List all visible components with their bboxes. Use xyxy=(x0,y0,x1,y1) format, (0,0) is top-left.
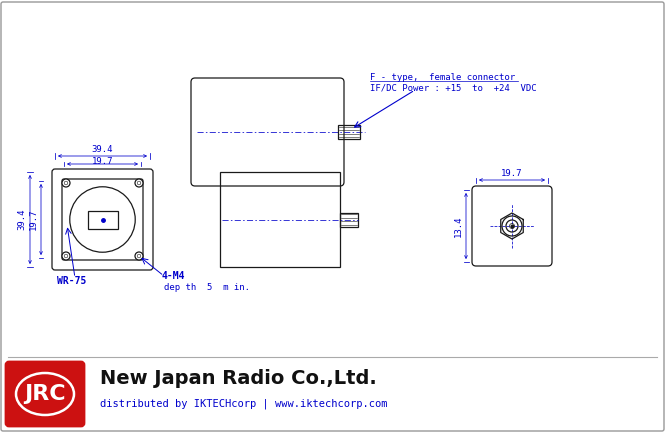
Circle shape xyxy=(64,254,68,258)
Text: New Japan Radio Co.,Ltd.: New Japan Radio Co.,Ltd. xyxy=(100,368,377,388)
Bar xyxy=(220,172,340,267)
Circle shape xyxy=(135,252,143,260)
FancyBboxPatch shape xyxy=(6,362,84,426)
Circle shape xyxy=(137,181,141,185)
Circle shape xyxy=(64,181,68,185)
Text: 4-M4: 4-M4 xyxy=(162,271,186,281)
Text: WR-75: WR-75 xyxy=(57,276,87,286)
Text: 19.7: 19.7 xyxy=(29,209,37,230)
Text: 39.4: 39.4 xyxy=(92,146,113,155)
Circle shape xyxy=(135,179,143,187)
Text: 13.4: 13.4 xyxy=(454,215,462,237)
Circle shape xyxy=(62,252,70,260)
Text: JRC: JRC xyxy=(24,384,66,404)
Text: 19.7: 19.7 xyxy=(92,158,113,166)
Text: F - type,  female connector: F - type, female connector xyxy=(370,73,515,82)
Text: distributed by IKTECHcorp | www.iktechcorp.com: distributed by IKTECHcorp | www.iktechco… xyxy=(100,399,388,409)
Bar xyxy=(87,210,117,229)
Ellipse shape xyxy=(16,373,74,415)
Circle shape xyxy=(137,254,141,258)
Text: IF/DC Power : +15  to  +24  VDC: IF/DC Power : +15 to +24 VDC xyxy=(370,83,537,92)
Bar xyxy=(340,213,358,226)
Text: dep th  5  m in.: dep th 5 m in. xyxy=(164,283,250,292)
Text: 39.4: 39.4 xyxy=(17,209,27,230)
Circle shape xyxy=(62,179,70,187)
Bar xyxy=(338,125,360,139)
Text: 19.7: 19.7 xyxy=(501,169,523,178)
